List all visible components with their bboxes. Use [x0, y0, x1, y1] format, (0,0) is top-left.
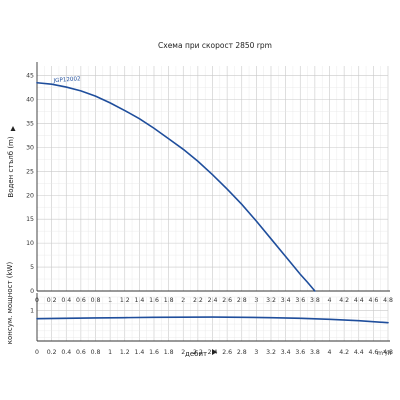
x-tick-label: 2.6: [222, 349, 232, 356]
head-plot: 00.20.40.60.811.21.41.61.822.22.42.62.83…: [7, 62, 393, 304]
head-series: JGP12002: [36, 76, 316, 292]
x-tick-label: 0.6: [76, 349, 86, 356]
x-tick-label: 0.2: [47, 349, 57, 356]
y-tick-label: 40: [26, 97, 34, 104]
power-axis-title: консум. мощност (kW): [6, 262, 14, 345]
x-tick-label: 0.4: [61, 349, 71, 356]
series-line: [36, 81, 316, 292]
y-tick-label: 25: [26, 168, 34, 175]
series-label: JGP12002: [52, 76, 81, 84]
y-tick-label: 45: [26, 73, 34, 80]
y-tick-label: 30: [26, 144, 34, 151]
x-tick-label: 4: [328, 349, 332, 356]
x-tick-label: 1.2: [120, 349, 130, 356]
x-tick-label: 4.6: [368, 349, 378, 356]
y-tick-label: 5: [30, 264, 34, 271]
x-tick-label: 1: [108, 349, 112, 356]
x-tick-label: 4.8: [383, 349, 393, 356]
x-tick-label: 1.8: [164, 349, 174, 356]
x-tick-label: 2.2: [193, 349, 203, 356]
x-tick-label: 1.4: [134, 349, 144, 356]
power-series: [36, 316, 389, 324]
y-tick-label: 0: [30, 288, 34, 295]
y-tick-label: 10: [26, 240, 34, 247]
flow-axis-arrow-icon: [212, 349, 217, 355]
x-tick-label: 2: [181, 349, 185, 356]
x-tick-label: 0: [35, 349, 39, 356]
x-tick-label: 4.4: [354, 349, 364, 356]
chart-title: Схема при скорост 2850 rpm: [158, 41, 272, 50]
x-tick-label: 3.6: [295, 349, 305, 356]
x-tick-label: 4.2: [339, 349, 349, 356]
power-tick-labels: 00.20.40.60.811.21.41.61.822.22.42.62.83…: [30, 308, 393, 356]
y-tick-label: 20: [26, 192, 34, 199]
power-axes: [36, 293, 390, 342]
x-tick-label: 1.6: [149, 349, 159, 356]
y-tick-label: 1: [30, 308, 34, 315]
flow-unit-label: m³/h: [377, 350, 392, 357]
y-tick-label: 35: [26, 120, 34, 127]
series-line: [36, 316, 389, 324]
head-axes: [36, 62, 390, 292]
x-tick-label: 3.8: [310, 349, 320, 356]
flow-axis-title: дебит: [185, 350, 207, 358]
head-axis-arrow-icon: [10, 126, 16, 131]
head-axis-title: Воден стълб (m): [7, 136, 15, 197]
x-tick-label: 3: [254, 349, 258, 356]
power-plot: 00.20.40.60.811.21.41.61.822.22.42.62.83…: [6, 262, 393, 358]
x-tick-label: 3.4: [281, 349, 291, 356]
x-tick-label: 3.2: [266, 349, 276, 356]
x-tick-label: 2.8: [237, 349, 247, 356]
y-tick-label: 15: [26, 216, 34, 223]
head-grid: [36, 66, 389, 292]
x-tick-label: 0.8: [91, 349, 101, 356]
